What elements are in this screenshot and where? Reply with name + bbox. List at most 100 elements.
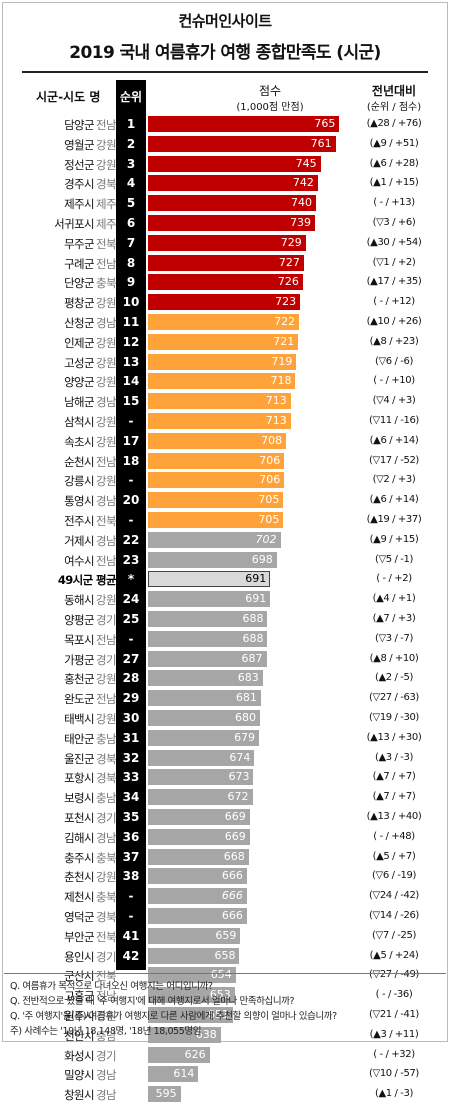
score-bar	[148, 710, 260, 726]
row-label: 김해시 경남	[64, 830, 117, 846]
row-label: 단양군 충북	[64, 275, 117, 291]
chart-row: 충주시 충북 37 668 (▲5 / +7)	[0, 847, 450, 867]
region-name: 전남	[96, 632, 117, 647]
yoy-change-label: (▲2 / -5)	[375, 672, 413, 684]
row-label: 완도군 전남	[64, 691, 117, 707]
score-label: 691	[245, 572, 267, 586]
city-name: 영월군	[64, 137, 95, 152]
score-bar	[148, 551, 277, 568]
city-name: 군산시	[64, 969, 95, 984]
row-label: 순천시 전남	[64, 454, 117, 470]
region-name: 경남	[96, 316, 117, 330]
city-name: 포천시	[64, 811, 95, 825]
score-label: 708	[261, 433, 283, 447]
city-name: 단양군	[64, 276, 95, 291]
region-name: 강원	[96, 335, 117, 350]
chart-row: 창원시 경남 49 595 (▲1 / -3)	[0, 1084, 450, 1104]
rank-label: 34	[122, 790, 140, 805]
chart-row: 산청군 경남 11 722 (▲10 / +26)	[0, 312, 450, 332]
chart-row: 밀양시 경남 48 614 (▽10 / -57)	[0, 1064, 450, 1084]
city-name: 창원시	[64, 1088, 95, 1103]
row-label: 포항시 경북	[64, 770, 117, 786]
yoy-change-label: ( - / +10)	[373, 375, 415, 387]
chart-row: 평창군 강원 10 723 ( - / +12)	[0, 292, 450, 312]
city-name: 속초시	[64, 434, 95, 449]
score-label: 653	[209, 988, 231, 1002]
rank-label: *	[127, 572, 135, 587]
row-label: 포천시 경기	[64, 810, 117, 826]
yoy-change-label: (▲1 / +15)	[369, 177, 419, 189]
rank-label: 13	[122, 354, 140, 369]
score-label: 666	[221, 889, 243, 903]
score-bar	[148, 571, 271, 588]
chart-row: 무주군 전북 7 729 (▲30 / +54)	[0, 233, 450, 253]
city-name: 보령시	[64, 791, 95, 806]
region-name: 강원	[96, 375, 117, 390]
region-name: 경기	[96, 949, 117, 964]
chart-row: 화성시 경기 47 626 ( - / +32)	[0, 1045, 450, 1065]
rank-label: 3	[126, 156, 136, 171]
chart-row: 홍천군 강원 28 683 (▲2 / -5)	[0, 668, 450, 688]
row-label: 전주시 전북	[64, 513, 117, 529]
rank-label: 18	[122, 453, 140, 468]
yoy-change-label: (▲4 / +1)	[372, 593, 416, 605]
score-bar	[148, 175, 318, 192]
rank-label: 30	[122, 711, 140, 725]
row-label: 양양군 강원	[64, 374, 117, 390]
score-bar	[148, 195, 316, 212]
rank-label: 10	[122, 295, 140, 310]
rank-label: 6	[126, 216, 136, 230]
rank-label: 17	[122, 433, 140, 448]
yoy-change-label: (▽11 / -16)	[369, 415, 419, 426]
yoy-change-label: (▽1 / +2)	[372, 256, 416, 268]
chart-row: 고성군 강원 13 719 (▽6 / -6)	[0, 352, 450, 372]
score-label: 666	[221, 869, 243, 883]
region-name: 충남	[96, 1028, 117, 1043]
region-name: 충남	[96, 791, 117, 806]
row-label: 산청군 경남	[64, 315, 117, 331]
yoy-change-label: (▲6 / +28)	[369, 157, 419, 169]
region-name: 전남	[96, 454, 117, 469]
city-name: 가평군	[64, 652, 95, 667]
score-bar	[148, 769, 254, 786]
header-score-subtitle: (1,000점 만점)	[236, 102, 304, 113]
region-name: 강원	[96, 415, 117, 429]
rank-label: 14	[122, 374, 140, 389]
yoy-change-label: (▲19 / +37)	[366, 514, 422, 525]
city-name: 용인시	[64, 949, 95, 964]
score-label: 688	[242, 612, 264, 625]
chart-row: 목포시 전남 - 688 (▽3 / -7)	[0, 629, 450, 649]
row-label: 창원시 경남	[64, 1087, 117, 1103]
row-label: 춘천시 강원	[64, 869, 117, 885]
yoy-change-label: (▽5 / -1)	[375, 553, 413, 565]
row-label: 가평군 경기	[64, 652, 117, 668]
rank-label: -	[128, 473, 134, 488]
rank-label: 31	[122, 730, 140, 745]
score-label: 688	[242, 631, 264, 645]
score-bar	[148, 472, 285, 489]
brand-name: 컨슈머인사이트	[178, 12, 272, 30]
chart-row: 포항시 경북 33 673 (▲7 / +7)	[0, 767, 450, 787]
score-bar	[148, 809, 250, 825]
score-label: 713	[265, 414, 287, 427]
yoy-change-label: (▲1 / -3)	[375, 1088, 413, 1100]
row-label: 홍천군 강원	[64, 671, 117, 687]
score-label: 668	[223, 849, 245, 863]
city-name: 고흥군	[64, 989, 95, 1004]
yoy-change-label: ( - / -36)	[375, 989, 413, 1001]
city-name: 평창군	[64, 296, 95, 311]
yoy-change-label: (▲13 / +40)	[366, 811, 422, 822]
score-label: 718	[270, 374, 292, 388]
score-label: 651	[207, 1008, 229, 1021]
rank-label: 45	[122, 1008, 140, 1022]
rank-label: 32	[122, 750, 140, 765]
score-label: 666	[221, 909, 243, 922]
row-label: 남해군 경남	[64, 394, 117, 410]
city-name: 부안군	[64, 929, 95, 944]
row-label: 무주군 전북	[64, 236, 117, 252]
score-label: 669	[224, 810, 246, 823]
rank-label: 11	[122, 315, 140, 329]
chart-row: 통영시 경남 20 705 (▲6 / +14)	[0, 490, 450, 510]
rank-label: 1	[126, 117, 136, 131]
region-name: 전북	[96, 969, 117, 984]
